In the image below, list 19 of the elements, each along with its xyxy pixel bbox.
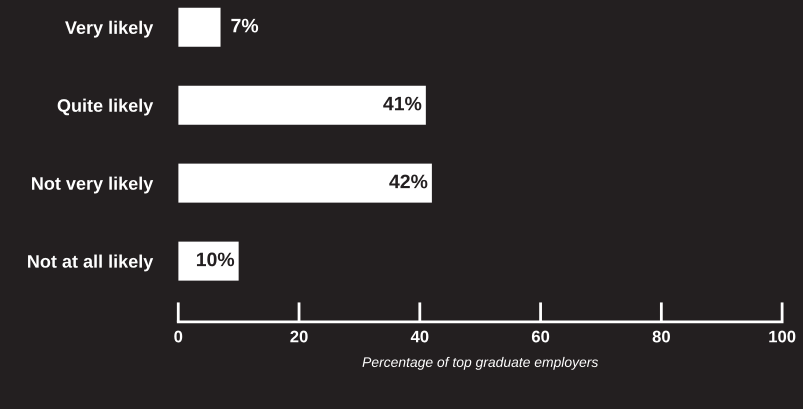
x-tick-label: 100 <box>769 330 796 342</box>
data-label: 42% <box>389 174 428 188</box>
data-label: 7% <box>231 18 258 32</box>
bar <box>178 86 426 125</box>
bar <box>178 164 432 203</box>
x-tick-label: 60 <box>532 330 550 342</box>
x-tick-label: 20 <box>290 330 308 342</box>
y-tick-label: Quite likely <box>58 98 154 116</box>
data-label: 10% <box>196 252 234 266</box>
data-label: 41% <box>383 96 422 110</box>
x-tick-label: 80 <box>652 330 670 342</box>
y-tick-label: Not very likely <box>32 176 154 194</box>
x-tick-label: 0 <box>174 330 182 342</box>
x-axis-title: Percentage of top graduate employers <box>362 356 598 370</box>
x-tick-label: 40 <box>410 330 428 342</box>
y-tick-label: Very likely <box>65 20 154 38</box>
y-tick-label: Not at all likely <box>28 254 154 272</box>
bar <box>178 8 221 47</box>
bar <box>178 242 239 281</box>
